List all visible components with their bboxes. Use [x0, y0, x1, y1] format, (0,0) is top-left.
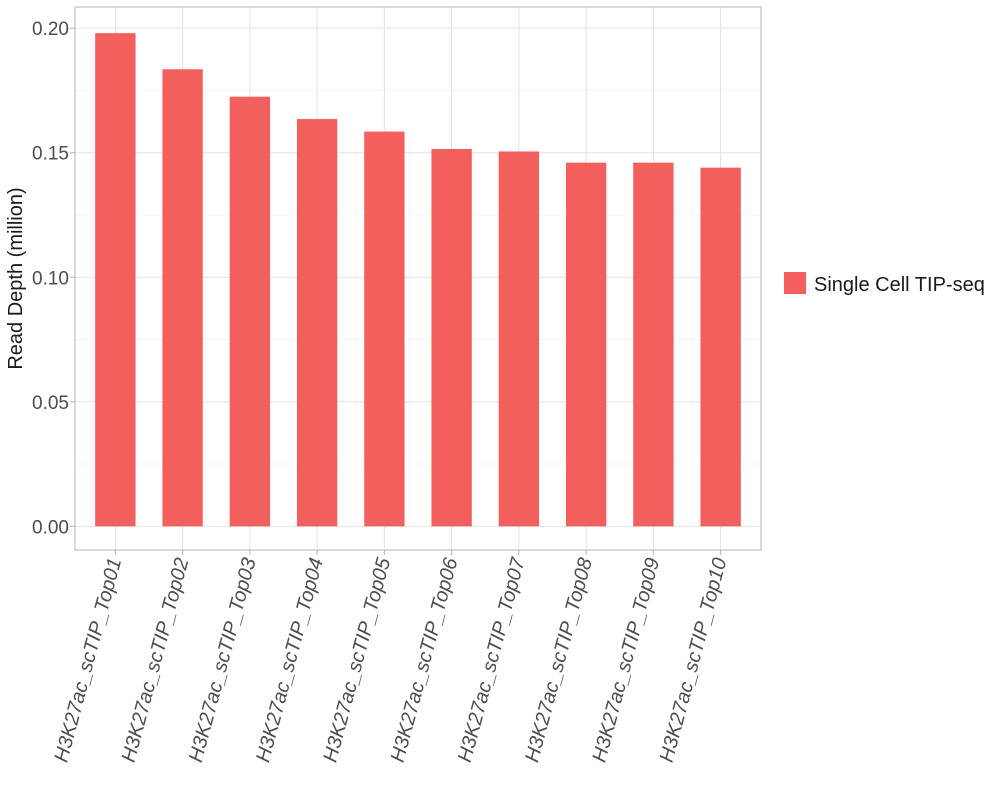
bar-H3K27ac_scTIP_Top01: [95, 33, 136, 527]
legend-key: [784, 272, 806, 294]
legend: Single Cell TIP-seq: [784, 272, 985, 296]
panel-border: [74, 6, 762, 551]
y-tick-label: 0.15: [32, 144, 69, 165]
y-tick-label: 0.20: [32, 19, 69, 40]
bar-H3K27ac_scTIP_Top04: [296, 119, 338, 527]
bar-H3K27ac_scTIP_Top03: [229, 96, 271, 527]
y-axis-ticks: 0.00 0.05 0.10 0.15 0.20: [32, 19, 75, 538]
bar-H3K27ac_scTIP_Top07: [498, 151, 540, 527]
bar-H3K27ac_scTIP_Top02: [162, 69, 203, 527]
x-tick-label: H3K27ac_scTIP_Top01: [50, 556, 126, 765]
legend-label: Single Cell TIP-seq: [814, 274, 985, 296]
y-tick-label: 0.05: [32, 393, 69, 414]
x-tick-label: H3K27ac_scTIP_Top02: [118, 556, 194, 765]
bar-H3K27ac_scTIP_Top05: [364, 131, 405, 527]
bars: [95, 33, 741, 527]
y-tick-label: 0.00: [32, 517, 69, 538]
x-axis-ticks: H3K27ac_scTIP_Top01H3K27ac_scTIP_Top02H3…: [50, 550, 731, 765]
bar-H3K27ac_scTIP_Top10: [700, 167, 741, 527]
bar-H3K27ac_scTIP_Top09: [633, 162, 674, 527]
x-tick-label: H3K27ac_scTIP_Top06: [387, 555, 463, 765]
x-tick-label: H3K27ac_scTIP_Top07: [454, 555, 530, 765]
x-tick-label: H3K27ac_scTIP_Top05: [319, 555, 395, 765]
x-tick-label: H3K27ac_scTIP_Top03: [185, 556, 261, 765]
y-tick-label: 0.10: [32, 268, 69, 289]
x-tick-label: H3K27ac_scTIP_Top09: [588, 556, 664, 765]
x-tick-label: H3K27ac_scTIP_Top08: [521, 556, 597, 765]
y-axis-title: Read Depth (million): [5, 187, 27, 369]
bar-H3K27ac_scTIP_Top06: [431, 148, 472, 527]
x-tick-label: H3K27ac_scTIP_Top10: [656, 556, 732, 765]
x-tick-label: H3K27ac_scTIP_Top04: [252, 556, 328, 765]
bar-H3K27ac_scTIP_Top08: [565, 162, 607, 527]
